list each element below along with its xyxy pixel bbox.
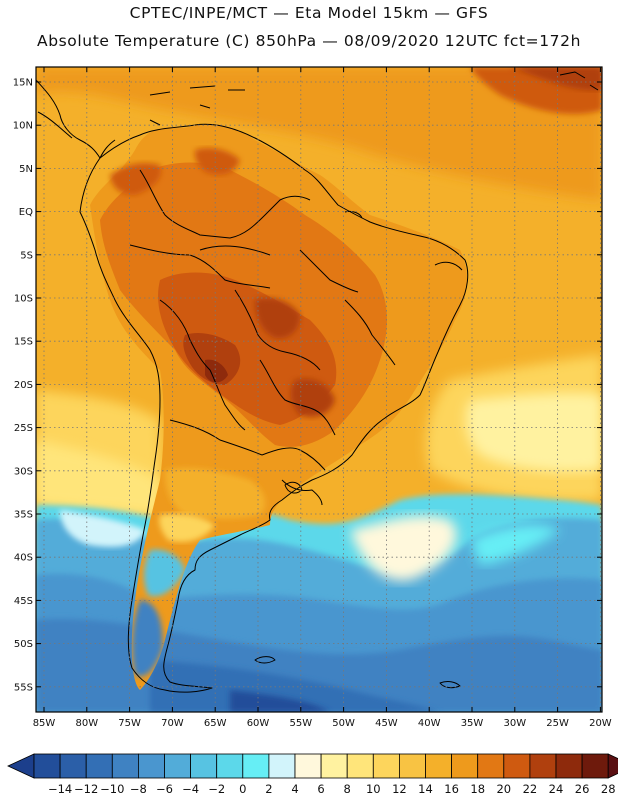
map-frame — [35, 66, 603, 713]
colorbar-swatch — [33, 753, 61, 779]
colorbar-swatch — [581, 753, 609, 779]
colorbar-swatch — [268, 753, 296, 779]
colorbar-label: −6 — [156, 782, 173, 796]
colorbar-label: 8 — [344, 782, 351, 796]
colorbar-swatch — [164, 753, 192, 779]
lat-label: 10N — [13, 121, 33, 132]
lat-label: 15S — [14, 337, 33, 348]
colorbar-label: 12 — [392, 782, 407, 796]
colorbar-swatch — [85, 753, 113, 779]
colorbar-swatch — [320, 753, 348, 779]
lat-label: 20S — [14, 380, 33, 391]
colorbar-swatch — [111, 753, 139, 779]
colorbar-label: −4 — [182, 782, 199, 796]
colorbar-swatch — [242, 753, 270, 779]
lon-label: 45W — [375, 718, 398, 729]
colorbar-high-triangle — [607, 753, 618, 779]
temperature-field — [36, 67, 602, 712]
lat-label: 5N — [19, 164, 33, 175]
colorbar-swatch — [425, 753, 453, 779]
lon-label: 55W — [289, 718, 312, 729]
colorbar-label: −2 — [208, 782, 225, 796]
colorbar-swatch — [503, 753, 531, 779]
colorbar-label: 24 — [549, 782, 564, 796]
lon-label: 35W — [461, 718, 484, 729]
colorbar-swatch — [451, 753, 479, 779]
colorbar-low-triangle — [7, 753, 35, 779]
lat-label: 45S — [14, 596, 33, 607]
colorbar-label: 0 — [239, 782, 246, 796]
map-title-line1: CPTEC/INPE/MCT — Eta Model 15km — GFS — [129, 4, 489, 22]
colorbar-swatch — [190, 753, 218, 779]
lon-label: 50W — [332, 718, 355, 729]
colorbar-label: 2 — [265, 782, 272, 796]
map-title-line2: Absolute Temperature (C) 850hPa — 08/09/… — [36, 32, 582, 50]
lat-label: 15N — [13, 78, 33, 89]
colorbar-swatch — [555, 753, 583, 779]
colorbar-label: 10 — [366, 782, 381, 796]
lat-label: EQ — [19, 207, 33, 218]
colorbar-label: 4 — [291, 782, 298, 796]
lat-label: 50S — [14, 639, 33, 650]
latitude-axis: 15N 10N 5N EQ 5S 10S 15S 20S 25S 30S 35S 40S 45S 50S 5… — [13, 78, 602, 693]
colorbar-label: 22 — [523, 782, 538, 796]
colorbar-label: 28 — [601, 782, 616, 796]
lat-label: 10S — [14, 294, 33, 305]
colorbar-label: −12 — [74, 782, 98, 796]
lon-label: 60W — [247, 718, 270, 729]
colorbar-label: 26 — [575, 782, 590, 796]
colorbar-swatch — [398, 753, 426, 779]
lon-label: 80W — [75, 718, 98, 729]
lon-label: 85W — [33, 718, 56, 729]
colorbar-label: 6 — [317, 782, 324, 796]
colorbar-swatch — [477, 753, 505, 779]
lon-label: 40W — [418, 718, 441, 729]
colorbar-swatch — [346, 753, 374, 779]
colorbar-swatch — [294, 753, 322, 779]
colorbar-label: 14 — [418, 782, 433, 796]
lat-label: 55S — [14, 682, 33, 693]
lat-label: 30S — [14, 466, 33, 477]
lat-label: 35S — [14, 510, 33, 521]
colorbar-label: −8 — [130, 782, 147, 796]
coastline-borders — [36, 71, 599, 693]
lon-label: 75W — [118, 718, 141, 729]
colorbar-swatch — [137, 753, 165, 779]
lon-label: 70W — [161, 718, 184, 729]
colorbar-swatch — [372, 753, 400, 779]
colorbar-label: 20 — [496, 782, 511, 796]
colorbar-label: 18 — [470, 782, 485, 796]
colorbar-swatch — [529, 753, 557, 779]
lat-label: 40S — [14, 553, 33, 564]
lon-label: 65W — [204, 718, 227, 729]
colorbar-label: −10 — [100, 782, 124, 796]
lon-label: 20W — [589, 718, 612, 729]
lat-label: 5S — [20, 250, 33, 261]
lat-label: 25S — [14, 423, 33, 434]
colorbar-label: −14 — [48, 782, 72, 796]
lon-label: 30W — [503, 718, 526, 729]
longitude-axis: 85W 80W 75W 70W 65W 60W 55W 50W 45W 40W 35W 30W 25W 2… — [33, 67, 612, 729]
colorbar-swatch — [59, 753, 87, 779]
colorbar-swatch — [216, 753, 244, 779]
colorbar: −14 −12 −10 −8 −6 −4 −2 0 2 4 6 8 10 12 14 16 18 20 22 24 26… — [7, 753, 618, 796]
lon-label: 25W — [546, 718, 569, 729]
colorbar-label: 16 — [444, 782, 459, 796]
